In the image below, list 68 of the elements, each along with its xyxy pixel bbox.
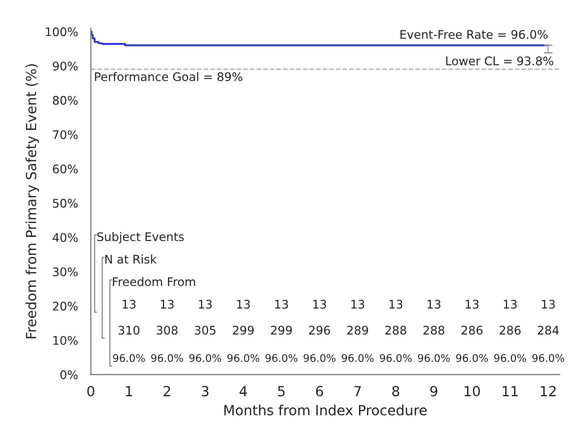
annotation: Subject Events: [97, 232, 184, 244]
annotation: 13: [313, 300, 326, 309]
annotation: 96.0%: [151, 354, 184, 362]
x-tick-label: 10: [464, 386, 480, 396]
x-tick-label: 3: [202, 386, 208, 396]
x-tick-label: 6: [316, 386, 324, 396]
annotation: 96.0%: [304, 354, 336, 362]
annotation: 13: [351, 300, 364, 309]
y-tick-label: 80%: [52, 96, 78, 105]
annotation: 296: [309, 326, 330, 335]
annotation: 96.0%: [456, 354, 488, 362]
annotation: 289: [347, 326, 368, 335]
ref-line-label: Performance Goal = 89%: [95, 72, 242, 82]
y-tick-label: 50%: [53, 198, 78, 208]
annotation: 13: [275, 300, 288, 309]
annotation: 310: [118, 326, 140, 335]
annotation: 286: [500, 326, 521, 335]
x-axis-title: Months from Index Procedure: [224, 404, 427, 416]
annotation: 96.0%: [227, 354, 260, 362]
annotation: 13: [198, 300, 212, 309]
annotation: 13: [237, 300, 250, 309]
annotation: 308: [156, 326, 178, 335]
annotation: 13: [122, 300, 136, 309]
y-tick-label: 10%: [53, 336, 78, 345]
y-tick-label: 90%: [52, 62, 78, 71]
annotation: 96.0%: [532, 354, 564, 362]
annotation: 305: [194, 326, 216, 335]
annotation: 299: [270, 326, 292, 335]
x-tick-label: 9: [430, 386, 438, 396]
x-tick-label: 8: [392, 386, 400, 396]
annotation: 96.0%: [266, 354, 298, 362]
annotation: 96.0%: [494, 354, 526, 362]
y-tick-label: 0%: [60, 370, 78, 380]
x-tick-label: 1: [126, 386, 132, 396]
annotation: 96.0%: [418, 354, 450, 362]
y-tick-label: 40%: [52, 233, 78, 242]
annotation: 13: [160, 300, 174, 309]
annotation: 288: [385, 326, 406, 335]
annotation: 13: [542, 300, 555, 309]
x-tick-label: 7: [354, 386, 361, 396]
annotation: 96.0%: [342, 354, 374, 362]
annotation: 286: [462, 326, 482, 335]
annotation: 13: [504, 300, 517, 309]
annotation: Freedom From: [112, 277, 196, 286]
x-tick-label: 2: [164, 386, 170, 396]
annotation: 13: [390, 300, 402, 309]
annotation: Lower CL = 93.8%: [446, 56, 554, 66]
x-tick-label: 4: [240, 386, 247, 396]
annotation: 13: [428, 300, 440, 309]
y-axis-title: Freedom from Primary Safety Event (%): [26, 64, 40, 338]
y-tick-label: 30%: [52, 267, 78, 276]
annotation: 13: [466, 300, 479, 309]
annotation: Event-Free Rate = 96.0%: [400, 30, 548, 39]
annotation: 284: [538, 326, 559, 335]
y-tick-label: 100%: [46, 27, 78, 36]
x-tick-label: 12: [540, 386, 556, 396]
annotation: 96.0%: [189, 354, 222, 362]
x-tick-label: 11: [502, 386, 518, 396]
y-tick-label: 60%: [52, 164, 78, 174]
x-tick-label: 5: [278, 386, 285, 396]
annotation: 299: [232, 326, 254, 335]
annotation: 96.0%: [113, 354, 145, 362]
x-tick-label: 0: [87, 386, 94, 396]
y-tick-label: 70%: [53, 130, 78, 140]
annotation: N at Risk: [105, 254, 157, 264]
annotation: 288: [423, 326, 444, 335]
annotation: 96.0%: [380, 354, 412, 362]
y-tick-label: 20%: [52, 302, 78, 311]
